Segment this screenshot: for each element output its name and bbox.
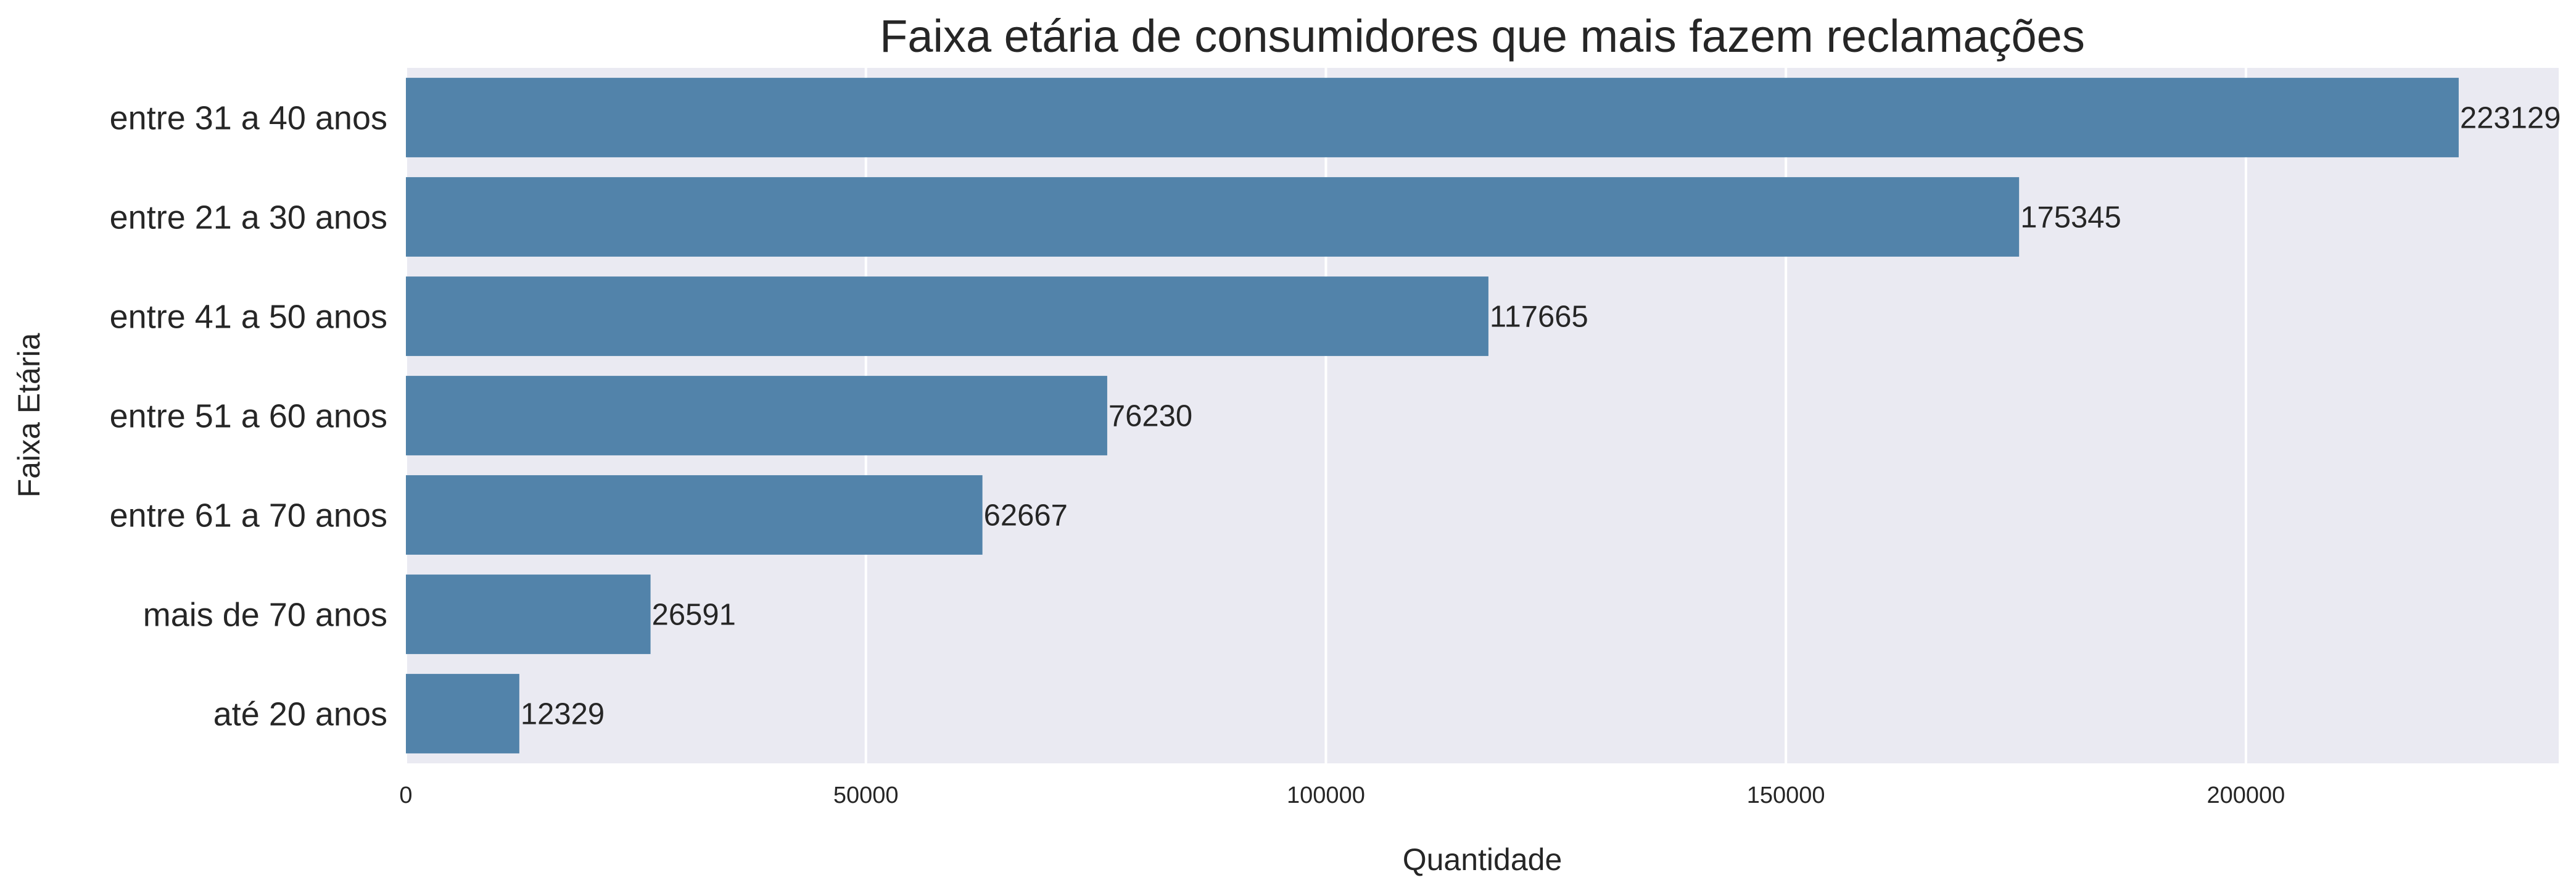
- bar-value-label: 223129: [2460, 102, 2561, 135]
- bar: [406, 276, 1488, 356]
- y-tick-label: entre 41 a 50 anos: [110, 299, 387, 336]
- bar-value-label: 26591: [652, 599, 736, 632]
- x-tick-label: 150000: [1747, 782, 1825, 808]
- y-tick-label: mais de 70 anos: [143, 597, 387, 634]
- bar: [406, 177, 2020, 257]
- bar: [406, 376, 1107, 455]
- bar: [406, 78, 2459, 157]
- bar: [406, 575, 651, 654]
- y-axis-label: Faixa Etária: [12, 333, 46, 497]
- y-tick-labels: entre 31 a 40 anos entre 21 a 30 anos entr…: [110, 100, 387, 733]
- bar-value-label: 62667: [984, 499, 1068, 533]
- y-tick-label: entre 51 a 60 anos: [110, 398, 387, 435]
- bar: [406, 475, 983, 555]
- data-labels: 223129 175345 117665 76230 62667 26591 12329: [521, 102, 2561, 731]
- bar-value-label: 76230: [1108, 400, 1192, 433]
- bar-value-label: 12329: [521, 698, 605, 731]
- y-tick-label: entre 21 a 30 anos: [110, 199, 387, 236]
- bars: [406, 78, 2459, 753]
- x-tick-labels: 0 50000 100000 150000 200000: [399, 782, 2285, 808]
- x-tick-label: 0: [399, 782, 412, 808]
- x-tick-label: 200000: [2207, 782, 2285, 808]
- bar-value-label: 175345: [2020, 201, 2121, 234]
- x-tick-label: 100000: [1287, 782, 1365, 808]
- x-tick-label: 50000: [833, 782, 899, 808]
- y-tick-label: entre 61 a 70 anos: [110, 497, 387, 534]
- x-axis-label: Quantidade: [1403, 842, 1563, 877]
- bar-value-label: 117665: [1490, 301, 1588, 334]
- y-tick-label: entre 31 a 40 anos: [110, 100, 387, 137]
- bar: [406, 674, 519, 753]
- chart-title: Faixa etária de consumidores que mais fa…: [880, 10, 2085, 62]
- y-tick-label: até 20 anos: [213, 696, 387, 733]
